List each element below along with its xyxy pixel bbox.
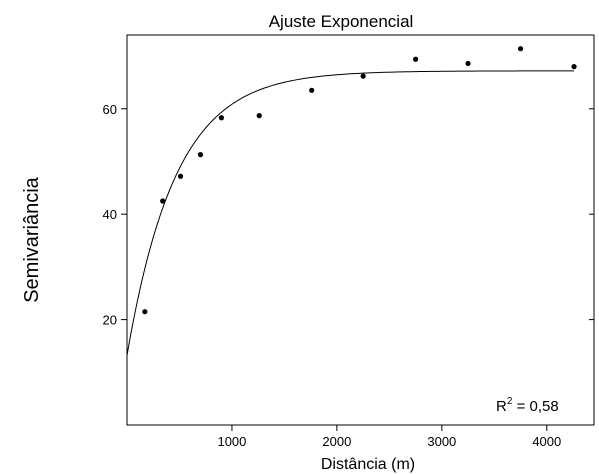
r-squared-value: = 0,58: [512, 398, 558, 415]
x-axis-label: Distância (m): [321, 456, 415, 473]
y-axis: 20 40 60: [103, 102, 594, 328]
y-tick-label: 20: [103, 313, 117, 328]
data-point: [256, 113, 262, 119]
data-point: [177, 173, 184, 179]
data-point: [465, 60, 471, 67]
data-point: [412, 56, 419, 62]
x-tick-label: 3000: [427, 434, 456, 449]
x-tick-label: 4000: [532, 434, 561, 449]
data-point: [360, 73, 366, 79]
data-point: [160, 198, 166, 204]
r-squared-annotation: R2 = 0,58: [496, 396, 559, 415]
data-point: [218, 115, 225, 121]
data-point: [571, 64, 577, 70]
data-point: [142, 309, 148, 315]
plot-frame: [126, 34, 595, 426]
r-squared-superscript: 2: [507, 396, 513, 407]
x-tick-label: 2000: [322, 434, 351, 449]
chart-title: Ajuste Exponencial: [269, 12, 414, 31]
exponential-fit-curve: [126, 70, 575, 356]
y-axis-label: Semivariância: [21, 176, 43, 302]
data-point: [517, 46, 524, 52]
y-tick-label: 60: [103, 102, 117, 117]
y-tick-label: 40: [103, 207, 117, 222]
x-axis: 1000 2000 3000 4000: [217, 425, 561, 449]
data-point: [309, 87, 315, 93]
data-point: [197, 152, 204, 158]
data-points: [142, 46, 577, 315]
r-squared-symbol: R: [496, 398, 507, 415]
x-tick-label: 1000: [217, 434, 246, 449]
